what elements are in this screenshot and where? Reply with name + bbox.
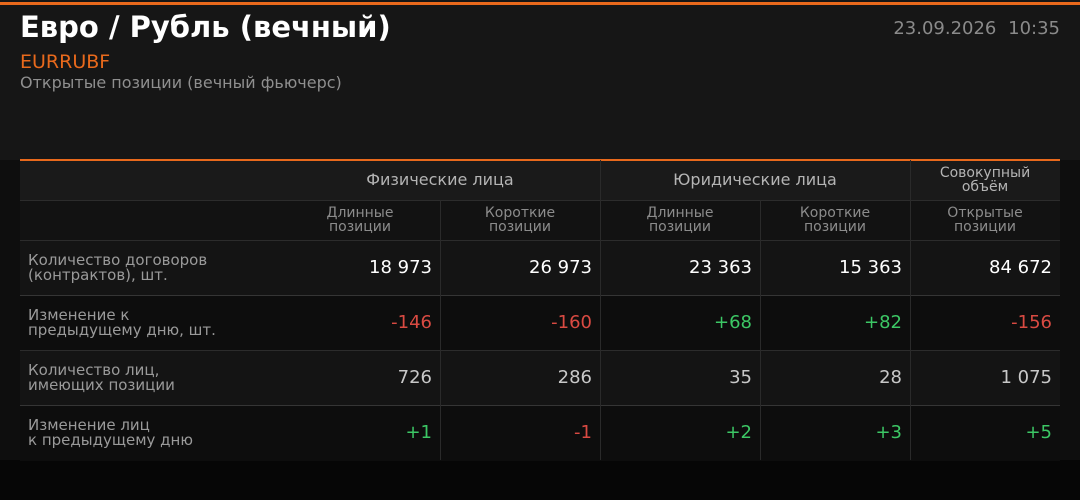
column-header: Короткие позиции (799, 205, 871, 235)
time: 10:35 (1008, 18, 1060, 39)
row-bg (20, 405, 1060, 461)
header-panel (0, 0, 1080, 160)
cell-value: 15 363 (839, 256, 902, 278)
column-header: Длинные позиции (326, 205, 394, 235)
column-header-bg (20, 200, 1060, 241)
cell-value: -156 (1011, 311, 1052, 333)
cell-value: 26 973 (529, 256, 592, 278)
row-label: Количество лиц, имеющих позиции (28, 360, 175, 394)
date: 23.09.2026 (893, 18, 997, 39)
cell-value: 726 (397, 366, 432, 388)
cell-value: 28 (879, 366, 902, 388)
row-label: Количество договоров (контрактов), шт. (28, 250, 208, 284)
cell-value: 286 (557, 366, 592, 388)
title: Евро / Рубль (вечный) (20, 10, 391, 44)
cell-value: -1 (574, 421, 592, 443)
cell-value: +1 (405, 421, 432, 443)
cell-value: -146 (391, 311, 432, 333)
column-divider (910, 160, 911, 460)
cell-value: 18 973 (369, 256, 432, 278)
row-label: Изменение лиц к предыдущему дню (28, 415, 193, 449)
timestamp: 23.09.2026 10:35 (893, 18, 1060, 39)
table-top-line (20, 159, 1060, 161)
cell-value: +2 (725, 421, 752, 443)
cell-value: 84 672 (989, 256, 1052, 278)
group-header: Юридические лица (673, 170, 837, 189)
cell-value: +68 (714, 311, 752, 333)
cell-value: +5 (1025, 421, 1052, 443)
cell-value: +3 (875, 421, 902, 443)
accent-line (0, 2, 1080, 5)
column-header: Длинные позиции (646, 205, 714, 235)
cell-value: +82 (864, 311, 902, 333)
column-divider (600, 160, 601, 460)
cell-value: 1 075 (1000, 366, 1052, 388)
row-bg (20, 350, 1060, 406)
cell-value: 35 (729, 366, 752, 388)
row-bg (20, 295, 1060, 351)
group-header-bg (20, 160, 1060, 200)
subtitle: Открытые позиции (вечный фьючерс) (20, 73, 342, 92)
group-header: Физические лица (366, 170, 514, 189)
column-divider (760, 200, 761, 460)
row-label: Изменение к предыдущему дню, шт. (28, 305, 216, 339)
ticker: EURRUBF (20, 51, 111, 73)
column-header: Открытые позиции (947, 205, 1023, 235)
group-header: Совокупный объём (939, 165, 1031, 195)
column-divider (440, 200, 441, 460)
cell-value: -160 (551, 311, 592, 333)
row-bg (20, 240, 1060, 296)
column-header: Короткие позиции (484, 205, 556, 235)
cell-value: 23 363 (689, 256, 752, 278)
